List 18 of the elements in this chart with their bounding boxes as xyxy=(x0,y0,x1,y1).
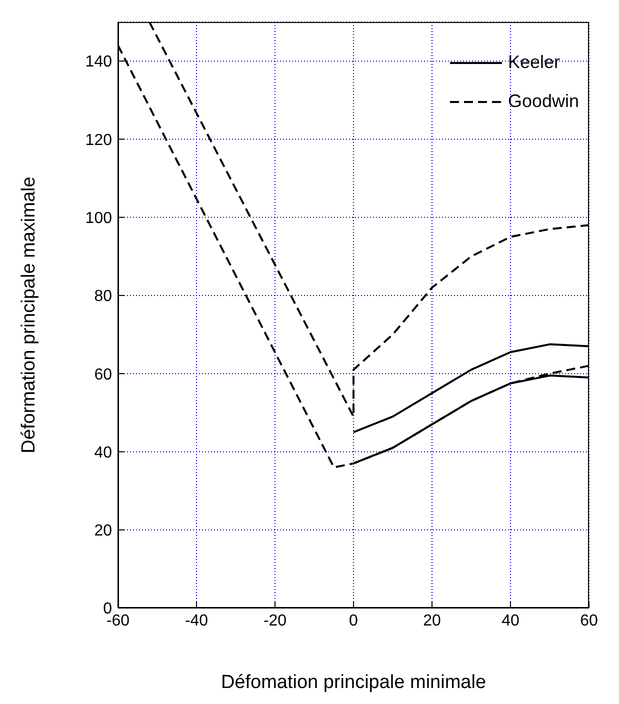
y-tick-label: 120 xyxy=(85,132,112,149)
legend-label: Goodwin xyxy=(508,91,579,112)
x-tick-label: 60 xyxy=(580,612,598,630)
y-tick-label: 0 xyxy=(103,600,112,618)
legend-label: Keeler xyxy=(508,52,560,73)
x-tick-label: 20 xyxy=(423,612,441,630)
y-tick-label: 20 xyxy=(94,522,112,540)
y-tick-label: 60 xyxy=(94,366,112,384)
x-axis-title: Défomation principale minimale xyxy=(220,672,486,693)
x-tick-label: -40 xyxy=(184,612,208,630)
y-axis-title: Déformation principale maximale xyxy=(18,176,40,454)
x-tick-label: -20 xyxy=(263,612,287,630)
y-tick-label: 140 xyxy=(85,54,112,71)
x-tick-label: 0 xyxy=(349,612,358,630)
y-tick-label: 100 xyxy=(85,210,112,228)
y-tick-label: 80 xyxy=(94,288,112,306)
x-tick-label: 40 xyxy=(502,612,520,630)
y-tick-label: 40 xyxy=(94,444,112,462)
